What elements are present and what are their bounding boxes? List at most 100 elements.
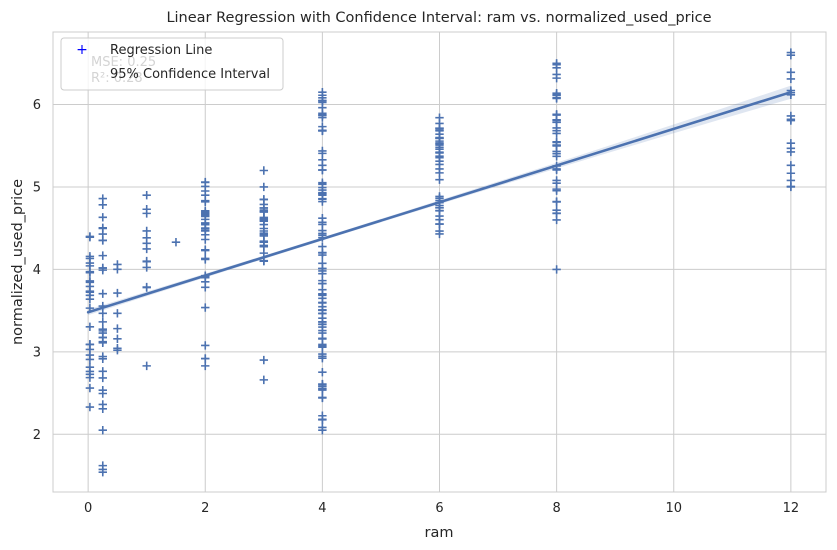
data-point — [98, 404, 107, 414]
y-axis-label: normalized_used_price — [10, 179, 26, 345]
data-point — [85, 340, 95, 349]
data-point — [113, 324, 122, 333]
data-point — [85, 402, 95, 412]
data-point — [201, 190, 210, 200]
data-point — [552, 265, 561, 274]
chart-title: Linear Regression with Confidence Interv… — [166, 10, 711, 26]
data-point — [85, 278, 95, 287]
data-point — [201, 341, 210, 350]
data-point — [259, 241, 269, 250]
data-point — [113, 309, 122, 318]
mse-text: MSE: 0.25 — [91, 55, 156, 70]
data-point — [786, 116, 796, 125]
data-point — [113, 288, 122, 298]
data-point — [259, 355, 269, 365]
data-point — [201, 218, 210, 228]
y-tick-label: 2 — [33, 428, 41, 443]
data-point — [318, 218, 327, 227]
data-point — [259, 214, 269, 224]
data-point — [98, 289, 107, 298]
data-point — [552, 152, 561, 161]
data-point — [259, 226, 269, 236]
data-point — [201, 303, 210, 312]
data-point — [171, 238, 181, 247]
data-point — [318, 415, 327, 424]
data-point — [786, 48, 796, 57]
x-tick-label: 10 — [665, 501, 682, 516]
data-point — [318, 334, 327, 344]
data-point — [552, 165, 561, 175]
data-point — [786, 147, 796, 157]
data-point — [318, 367, 327, 377]
data-point — [201, 361, 210, 371]
data-point — [786, 138, 796, 148]
tick-labels: 0 2 4 6 8 10 12 2 3 4 5 6 — [33, 98, 799, 516]
data-point — [201, 255, 210, 264]
data-point — [786, 161, 796, 170]
data-point — [435, 148, 444, 157]
y-tick-label: 5 — [33, 180, 41, 195]
data-point — [318, 298, 327, 307]
data-point — [259, 166, 269, 175]
x-tick-label: 4 — [318, 501, 326, 516]
data-point — [318, 393, 327, 403]
data-point — [201, 354, 210, 363]
data-point — [259, 195, 269, 204]
data-point — [98, 251, 107, 260]
x-tick-label: 8 — [552, 501, 560, 516]
data-point — [552, 110, 561, 119]
legend-label-confidence-interval: 95% Confidence Interval — [110, 67, 270, 82]
data-point — [201, 277, 210, 286]
data-point — [142, 263, 151, 272]
data-point — [201, 226, 210, 235]
data-point — [318, 87, 327, 97]
data-point — [435, 211, 444, 221]
data-point — [142, 205, 151, 214]
data-point — [85, 367, 95, 376]
data-point — [318, 382, 327, 391]
y-tick-label: 3 — [33, 345, 41, 360]
r-squared-text: R²: 0.28 — [91, 71, 143, 86]
regression-line-group — [86, 90, 793, 314]
data-point — [786, 169, 796, 178]
data-point — [786, 182, 796, 191]
data-point — [113, 334, 122, 344]
data-point — [318, 161, 327, 170]
y-tick-label: 6 — [33, 98, 41, 113]
data-point — [98, 263, 107, 273]
data-point — [85, 355, 95, 364]
y-tick-label: 4 — [33, 263, 41, 278]
data-point — [98, 367, 107, 376]
x-tick-label: 2 — [201, 501, 209, 516]
data-points — [85, 48, 796, 477]
data-point — [318, 269, 327, 278]
data-point — [786, 74, 796, 84]
data-point — [85, 258, 95, 268]
data-point — [318, 183, 327, 192]
data-point — [142, 361, 151, 371]
data-point — [85, 232, 95, 241]
data-point — [98, 461, 107, 470]
data-point — [318, 285, 327, 294]
legend-label-regression-line: Regression Line — [110, 43, 212, 58]
data-point — [552, 129, 561, 138]
data-point — [201, 246, 210, 255]
data-point — [435, 219, 444, 229]
data-point — [552, 197, 561, 206]
data-point — [435, 140, 444, 150]
data-point — [259, 375, 269, 385]
data-point — [259, 182, 269, 192]
data-point — [98, 425, 107, 435]
data-point — [98, 213, 107, 222]
data-point — [98, 194, 107, 203]
data-point — [552, 90, 561, 99]
data-point — [85, 268, 95, 277]
data-point — [552, 184, 561, 194]
data-point — [318, 309, 327, 318]
data-point — [318, 226, 327, 235]
data-point — [552, 59, 561, 68]
data-point — [318, 149, 327, 158]
data-point — [98, 389, 107, 398]
data-point — [85, 383, 95, 393]
